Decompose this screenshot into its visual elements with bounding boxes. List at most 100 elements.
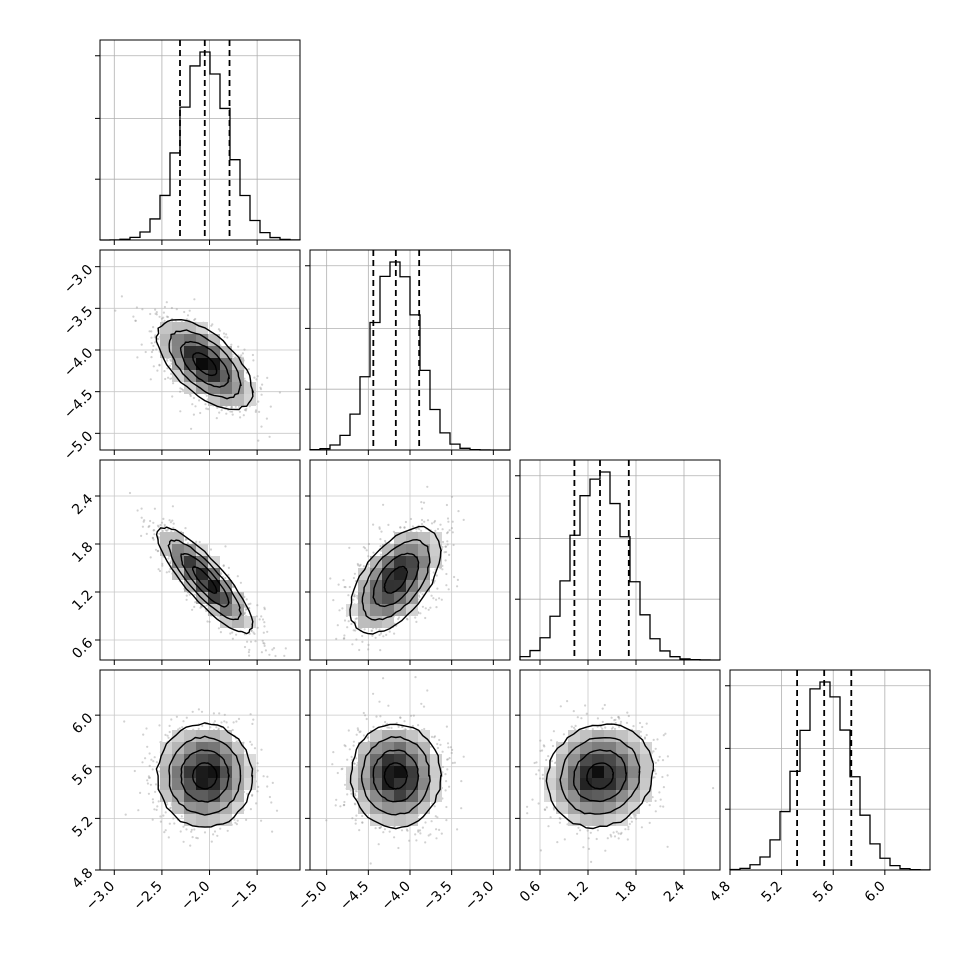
density-cell — [232, 742, 244, 754]
density-cell — [172, 754, 184, 766]
scatter-point — [355, 638, 358, 641]
density-cell — [184, 556, 196, 568]
panel-content — [100, 250, 300, 450]
scatter-point — [146, 745, 149, 748]
scatter-point — [417, 724, 420, 727]
scatter-point — [358, 564, 361, 568]
scatter-point — [158, 315, 161, 318]
scatter-point — [238, 410, 241, 413]
scatter-point — [158, 770, 161, 773]
scatter-panel-0-1 — [99, 249, 301, 451]
scatter-point — [451, 520, 454, 523]
scatter-point — [256, 375, 259, 378]
scatter-point — [213, 720, 216, 723]
scatter-point — [195, 836, 198, 840]
density-cell — [220, 754, 232, 766]
density-cell — [244, 394, 256, 406]
density-cell — [196, 358, 208, 370]
scatter-point — [248, 654, 251, 657]
scatter-point — [194, 601, 197, 604]
scatter-point — [172, 817, 175, 820]
scatter-point — [152, 326, 155, 329]
scatter-point — [134, 319, 137, 322]
scatter-point — [203, 831, 207, 834]
scatter-point — [184, 527, 187, 530]
scatter-point — [136, 356, 139, 359]
scatter-point — [415, 528, 418, 531]
scatter-point — [256, 769, 259, 772]
scatter-point — [456, 585, 459, 588]
contour-line — [167, 539, 242, 621]
scatter-point — [234, 405, 237, 408]
scatter-point — [140, 516, 143, 519]
scatter-point — [147, 775, 150, 778]
scatter-point — [186, 314, 190, 317]
scatter-point — [188, 593, 191, 596]
scatter-point — [283, 654, 286, 658]
scatter-point — [237, 405, 240, 408]
scatter-point — [435, 598, 438, 601]
scatter-point — [385, 633, 388, 637]
scatter-point — [347, 729, 350, 732]
scatter-point — [164, 829, 167, 832]
scatter-point — [164, 529, 167, 532]
density-cell — [370, 580, 382, 592]
scatter-point — [229, 632, 232, 635]
density-cell — [196, 730, 208, 742]
scatter-point — [155, 311, 158, 314]
scatter-point — [399, 526, 402, 529]
scatter-point — [152, 365, 155, 368]
scatter-point — [378, 526, 381, 529]
scatter-point — [251, 353, 254, 357]
scatter-point — [353, 572, 356, 575]
scatter-point — [171, 395, 174, 398]
scatter-point — [230, 406, 233, 409]
scatter-point — [155, 761, 158, 764]
scatter-point — [216, 834, 219, 837]
scatter-point — [446, 540, 449, 543]
scatter-point — [243, 612, 246, 616]
scatter-point — [204, 403, 207, 406]
scatter-point — [250, 629, 253, 632]
scatter-point — [403, 526, 406, 529]
scatter-point — [421, 593, 424, 596]
scatter-point — [453, 575, 456, 579]
scatter-point — [180, 815, 183, 818]
scatter-point — [260, 819, 263, 822]
scatter-point — [173, 822, 176, 825]
scatter-point — [284, 647, 287, 650]
scatter-point — [441, 540, 445, 544]
scatter-point — [450, 495, 454, 498]
scatter-point — [441, 568, 444, 571]
scatter-point — [418, 528, 421, 531]
scatter-point — [179, 390, 182, 393]
scatter-point — [163, 319, 166, 322]
scatter-point — [222, 564, 225, 568]
density-cell — [196, 580, 208, 592]
scatter-point — [210, 840, 213, 843]
density-cell — [370, 616, 382, 628]
density-cell — [184, 346, 196, 358]
scatter-point — [337, 583, 340, 586]
scatter-point — [433, 519, 437, 523]
scatter-point — [426, 485, 429, 488]
density-cell — [406, 568, 418, 580]
scatter-point — [256, 604, 259, 607]
scatter-point — [200, 605, 203, 608]
scatter-point — [155, 348, 158, 351]
scatter-point — [153, 533, 156, 536]
scatter-point — [445, 503, 448, 507]
density-cell — [382, 568, 394, 580]
scatter-point — [262, 775, 265, 778]
contour-line — [383, 565, 409, 594]
scatter-point — [261, 383, 264, 386]
scatter-point — [216, 406, 219, 409]
scatter-point — [231, 637, 234, 640]
density-cell — [196, 766, 208, 778]
density-cell — [232, 394, 244, 406]
scatter-point — [448, 553, 451, 557]
scatter-point — [347, 620, 350, 623]
scatter-point — [163, 831, 166, 834]
scatter-point — [259, 386, 262, 389]
scatter-point — [225, 721, 228, 724]
